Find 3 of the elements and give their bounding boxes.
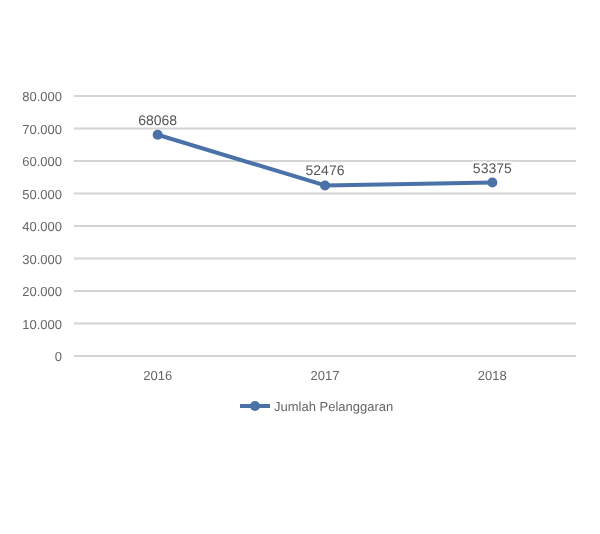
- point: [487, 177, 498, 188]
- point: [152, 129, 163, 140]
- point: [320, 180, 330, 191]
